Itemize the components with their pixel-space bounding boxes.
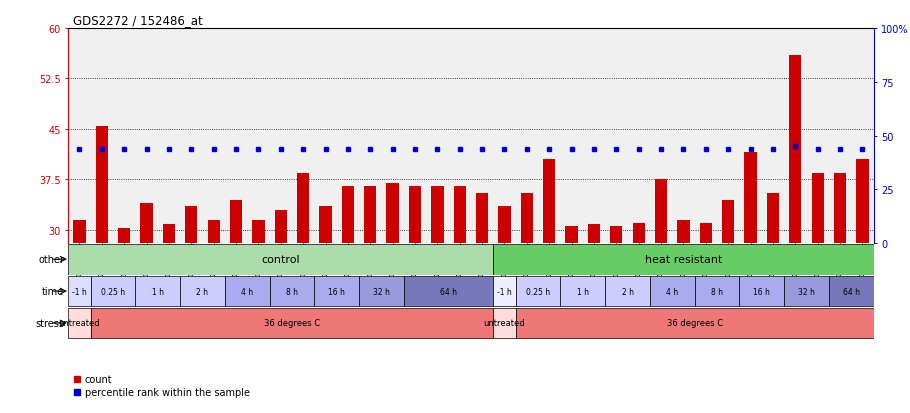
Bar (829, 276, 874, 306)
Bar (453, 187, 466, 244)
Text: 8 h: 8 h (286, 287, 298, 296)
Bar (404, 276, 493, 306)
Text: 1 h: 1 h (152, 287, 164, 296)
Bar (499, 207, 511, 244)
Text: other: other (38, 254, 65, 265)
Bar (387, 183, 399, 244)
Bar (739, 276, 784, 306)
Bar (516, 308, 874, 338)
Bar (632, 223, 645, 244)
Bar (68, 308, 91, 338)
Bar (677, 220, 690, 244)
Bar (342, 187, 354, 244)
Bar (565, 227, 578, 244)
Bar (163, 225, 175, 244)
Bar (91, 308, 493, 338)
Bar (784, 276, 829, 306)
Text: 36 degrees C: 36 degrees C (264, 319, 320, 328)
Bar (297, 173, 309, 244)
Text: stress: stress (35, 318, 65, 328)
Bar (68, 244, 493, 275)
Bar (493, 308, 516, 338)
Bar (319, 207, 331, 244)
Bar (834, 173, 846, 244)
Bar (856, 160, 868, 244)
Text: heat resistant: heat resistant (645, 254, 723, 265)
Legend: count, percentile rank within the sample: count, percentile rank within the sample (73, 375, 249, 397)
Text: -1 h: -1 h (497, 287, 511, 296)
Bar (230, 200, 242, 244)
Text: 16 h: 16 h (329, 287, 345, 296)
Text: 32 h: 32 h (798, 287, 815, 296)
Text: 8 h: 8 h (711, 287, 723, 296)
Bar (207, 220, 220, 244)
Bar (588, 225, 600, 244)
Bar (700, 223, 712, 244)
Text: 16 h: 16 h (753, 287, 770, 296)
Bar (493, 244, 874, 275)
Bar (252, 220, 265, 244)
Text: 2 h: 2 h (197, 287, 208, 296)
Text: -1 h: -1 h (72, 287, 86, 296)
Bar (744, 153, 757, 244)
Bar (96, 126, 108, 244)
Bar (767, 193, 779, 244)
Text: 0.25 h: 0.25 h (526, 287, 551, 296)
Bar (409, 187, 421, 244)
Text: 64 h: 64 h (843, 287, 860, 296)
Bar (516, 276, 561, 306)
Text: 0.25 h: 0.25 h (101, 287, 125, 296)
Bar (136, 276, 180, 306)
Bar (650, 276, 694, 306)
Bar (68, 276, 91, 306)
Bar (722, 200, 734, 244)
Bar (275, 210, 287, 244)
Text: 2 h: 2 h (622, 287, 633, 296)
Text: 64 h: 64 h (440, 287, 457, 296)
Bar (314, 276, 359, 306)
Bar (789, 56, 802, 244)
Bar (140, 203, 153, 244)
Text: 36 degrees C: 36 degrees C (666, 319, 723, 328)
Text: untreated: untreated (58, 319, 100, 328)
Bar (269, 276, 314, 306)
Text: control: control (261, 254, 300, 265)
Bar (431, 187, 443, 244)
Bar (605, 276, 650, 306)
Bar (185, 207, 197, 244)
Bar (225, 276, 269, 306)
Text: GDS2272 / 152486_at: GDS2272 / 152486_at (73, 14, 203, 27)
Bar (543, 160, 555, 244)
Bar (561, 276, 605, 306)
Bar (359, 276, 404, 306)
Bar (812, 173, 824, 244)
Bar (655, 180, 667, 244)
Bar (694, 276, 739, 306)
Bar (91, 276, 136, 306)
Text: 32 h: 32 h (373, 287, 389, 296)
Text: 4 h: 4 h (241, 287, 253, 296)
Bar (521, 193, 533, 244)
Bar (611, 227, 622, 244)
Bar (476, 193, 489, 244)
Text: time: time (42, 286, 65, 297)
Text: untreated: untreated (484, 319, 525, 328)
Bar (118, 229, 130, 244)
Text: 4 h: 4 h (666, 287, 678, 296)
Bar (493, 276, 516, 306)
Text: 1 h: 1 h (577, 287, 589, 296)
Bar (180, 276, 225, 306)
Bar (364, 187, 377, 244)
Bar (74, 220, 86, 244)
